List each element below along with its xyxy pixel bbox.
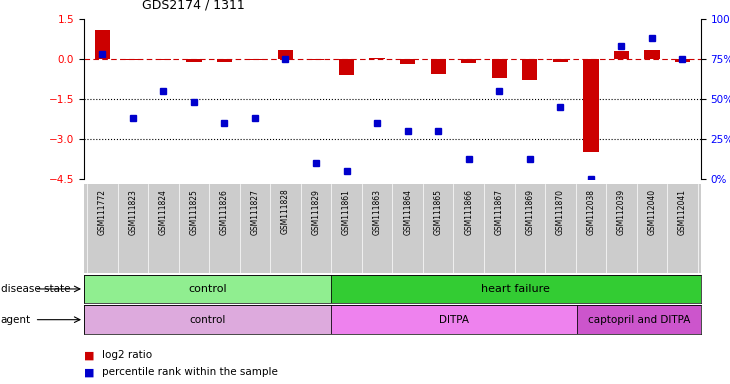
Bar xyxy=(491,59,507,78)
Text: agent: agent xyxy=(1,314,31,325)
Text: GSM111870: GSM111870 xyxy=(556,189,565,235)
Bar xyxy=(400,59,415,65)
Text: GSM111866: GSM111866 xyxy=(464,189,473,235)
Bar xyxy=(614,51,629,59)
Text: GSM111824: GSM111824 xyxy=(159,189,168,235)
Bar xyxy=(431,59,446,74)
Text: GSM111869: GSM111869 xyxy=(526,189,534,235)
Text: GSM112041: GSM112041 xyxy=(678,189,687,235)
Text: disease state: disease state xyxy=(1,284,70,294)
Text: GSM111772: GSM111772 xyxy=(98,189,107,235)
Text: control: control xyxy=(188,284,226,294)
Text: GSM111827: GSM111827 xyxy=(250,189,259,235)
Bar xyxy=(461,59,477,63)
Text: GSM112040: GSM112040 xyxy=(648,189,656,235)
Text: GSM111825: GSM111825 xyxy=(189,189,199,235)
Bar xyxy=(125,59,140,60)
Text: GSM111861: GSM111861 xyxy=(342,189,351,235)
Bar xyxy=(186,59,201,62)
Text: GSM112039: GSM112039 xyxy=(617,189,626,235)
Text: GSM111867: GSM111867 xyxy=(495,189,504,235)
Text: percentile rank within the sample: percentile rank within the sample xyxy=(102,367,278,377)
Bar xyxy=(84,275,331,303)
Bar xyxy=(675,59,690,62)
Text: heart failure: heart failure xyxy=(481,284,550,294)
Bar xyxy=(278,50,293,59)
Text: ■: ■ xyxy=(84,350,94,360)
Bar xyxy=(553,59,568,62)
Text: ■: ■ xyxy=(84,367,94,377)
Bar xyxy=(155,59,171,60)
Text: GSM111823: GSM111823 xyxy=(128,189,137,235)
Text: GSM111865: GSM111865 xyxy=(434,189,442,235)
Bar xyxy=(217,59,232,62)
Bar xyxy=(577,305,701,334)
Text: DITPA: DITPA xyxy=(439,314,469,325)
Text: control: control xyxy=(189,314,226,325)
Bar xyxy=(369,58,385,59)
Bar xyxy=(247,59,263,60)
Text: GSM111828: GSM111828 xyxy=(281,189,290,235)
Bar xyxy=(645,50,660,59)
Text: GSM111863: GSM111863 xyxy=(372,189,382,235)
Bar xyxy=(331,305,577,334)
Text: captopril and DITPA: captopril and DITPA xyxy=(588,314,691,325)
Text: log2 ratio: log2 ratio xyxy=(102,350,153,360)
Text: GDS2174 / 1311: GDS2174 / 1311 xyxy=(142,0,245,12)
Text: GSM111826: GSM111826 xyxy=(220,189,229,235)
Bar xyxy=(339,59,354,75)
Text: GSM112038: GSM112038 xyxy=(586,189,596,235)
Bar xyxy=(308,59,323,60)
Bar xyxy=(583,59,599,152)
Bar xyxy=(331,275,701,303)
Text: GSM111864: GSM111864 xyxy=(403,189,412,235)
Bar xyxy=(84,305,331,334)
Bar xyxy=(95,30,110,59)
Text: GSM111829: GSM111829 xyxy=(312,189,320,235)
Bar xyxy=(522,59,537,80)
